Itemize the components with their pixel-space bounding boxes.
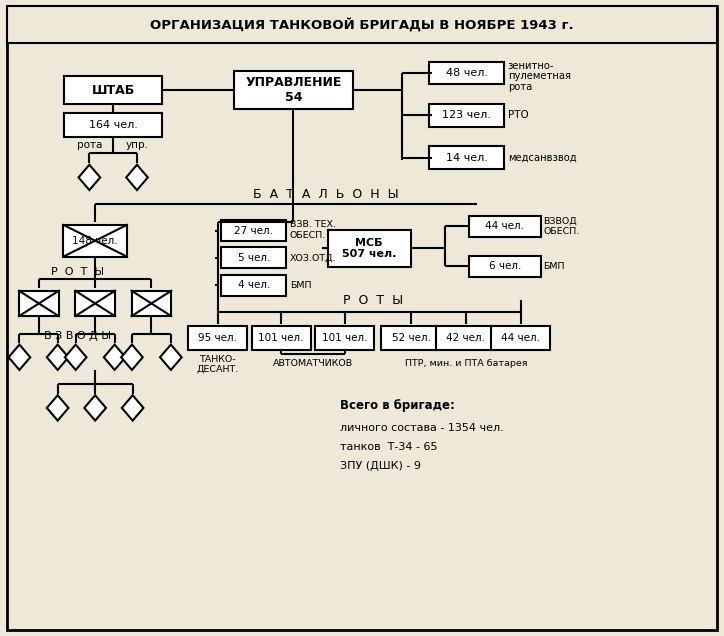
- Text: 27 чел.: 27 чел.: [235, 226, 274, 235]
- Text: 4 чел.: 4 чел.: [237, 280, 270, 290]
- Polygon shape: [79, 165, 100, 190]
- Text: В З В О Д Ы: В З В О Д Ы: [43, 331, 111, 341]
- Text: ХОЗ.ОТД.: ХОЗ.ОТД.: [290, 253, 337, 262]
- Text: ОБЕСП.: ОБЕСП.: [543, 227, 579, 236]
- Text: танков  Т-34 - 65: танков Т-34 - 65: [340, 441, 438, 452]
- Text: 148 чел.: 148 чел.: [72, 236, 118, 245]
- Text: ПТР, мин. и ПТА батарея: ПТР, мин. и ПТА батарея: [405, 359, 527, 368]
- Text: 164 чел.: 164 чел.: [89, 120, 138, 130]
- Text: личного состава - 1354 чел.: личного состава - 1354 чел.: [340, 422, 504, 432]
- Text: БМП: БМП: [290, 280, 311, 289]
- FancyBboxPatch shape: [234, 71, 353, 109]
- Text: 48 чел.: 48 чел.: [445, 68, 487, 78]
- Polygon shape: [47, 395, 69, 420]
- Polygon shape: [160, 345, 182, 370]
- FancyBboxPatch shape: [64, 113, 162, 137]
- FancyBboxPatch shape: [222, 247, 286, 268]
- FancyBboxPatch shape: [315, 326, 374, 350]
- FancyBboxPatch shape: [64, 76, 162, 104]
- Polygon shape: [104, 345, 125, 370]
- FancyBboxPatch shape: [468, 216, 541, 237]
- Text: 14 чел.: 14 чел.: [446, 153, 487, 163]
- Text: 5 чел.: 5 чел.: [237, 253, 270, 263]
- FancyBboxPatch shape: [132, 291, 172, 316]
- Text: Р  О  Т  Ы: Р О Т Ы: [51, 267, 104, 277]
- Polygon shape: [47, 345, 69, 370]
- Text: ВЗВ. ТЕХ.: ВЗВ. ТЕХ.: [290, 221, 336, 230]
- Text: медсанвзвод: медсанвзвод: [508, 153, 576, 163]
- Text: ДЕСАНТ.: ДЕСАНТ.: [197, 364, 239, 373]
- FancyBboxPatch shape: [429, 62, 505, 85]
- Text: упр.: упр.: [125, 140, 148, 150]
- Polygon shape: [65, 345, 86, 370]
- FancyBboxPatch shape: [468, 256, 541, 277]
- Text: ОРГАНИЗАЦИЯ ТАНКОВОЙ БРИГАДЫ В НОЯБРЕ 1943 г.: ОРГАНИЗАЦИЯ ТАНКОВОЙ БРИГАДЫ В НОЯБРЕ 19…: [150, 18, 574, 31]
- Text: БМП: БМП: [543, 261, 565, 270]
- Text: АВТОМАТЧИКОВ: АВТОМАТЧИКОВ: [273, 359, 353, 368]
- FancyBboxPatch shape: [64, 225, 127, 256]
- Text: 101 чел.: 101 чел.: [258, 333, 304, 343]
- Text: УПРАВЛЕНИЕ
54: УПРАВЛЕНИЕ 54: [245, 76, 342, 104]
- FancyBboxPatch shape: [188, 326, 248, 350]
- FancyBboxPatch shape: [222, 275, 286, 296]
- Text: 44 чел.: 44 чел.: [501, 333, 540, 343]
- Text: Б  А  Т  А  Л  Ь  О  Н  Ы: Б А Т А Л Ь О Н Ы: [253, 188, 399, 201]
- Text: Р  О  Т  Ы: Р О Т Ы: [342, 294, 403, 307]
- Polygon shape: [126, 165, 148, 190]
- FancyBboxPatch shape: [7, 6, 717, 43]
- FancyBboxPatch shape: [252, 326, 311, 350]
- Text: 42 чел.: 42 чел.: [447, 333, 485, 343]
- Text: 6 чел.: 6 чел.: [489, 261, 521, 271]
- FancyBboxPatch shape: [437, 326, 495, 350]
- Polygon shape: [84, 395, 106, 420]
- Text: ШТАБ: ШТАБ: [91, 83, 135, 97]
- FancyBboxPatch shape: [382, 326, 441, 350]
- Text: рота: рота: [77, 140, 102, 150]
- Text: РТО: РТО: [508, 111, 529, 120]
- FancyBboxPatch shape: [222, 220, 286, 241]
- FancyBboxPatch shape: [429, 104, 505, 127]
- Text: 44 чел.: 44 чел.: [485, 221, 524, 231]
- Text: ТАНКО-: ТАНКО-: [199, 355, 236, 364]
- Text: ВЗВОД: ВЗВОД: [543, 217, 577, 226]
- Text: Всего в бригаде:: Всего в бригаде:: [340, 399, 455, 412]
- Text: 95 чел.: 95 чел.: [198, 333, 237, 343]
- Text: 101 чел.: 101 чел.: [322, 333, 368, 343]
- FancyBboxPatch shape: [75, 291, 115, 316]
- Text: рота: рота: [508, 82, 532, 92]
- Text: зенитно-: зенитно-: [508, 61, 554, 71]
- Polygon shape: [9, 345, 30, 370]
- Polygon shape: [122, 395, 143, 420]
- Text: 52 чел.: 52 чел.: [392, 333, 431, 343]
- Text: ЗПУ (ДШК) - 9: ЗПУ (ДШК) - 9: [340, 460, 421, 471]
- FancyBboxPatch shape: [491, 326, 550, 350]
- Text: 123 чел.: 123 чел.: [442, 111, 491, 120]
- FancyBboxPatch shape: [328, 230, 411, 266]
- FancyBboxPatch shape: [429, 146, 505, 169]
- Text: пулеметная: пулеметная: [508, 71, 571, 81]
- Polygon shape: [121, 345, 143, 370]
- Text: ОБЕСП.: ОБЕСП.: [290, 230, 326, 240]
- FancyBboxPatch shape: [19, 291, 59, 316]
- Text: МСБ
507 чел.: МСБ 507 чел.: [342, 237, 397, 259]
